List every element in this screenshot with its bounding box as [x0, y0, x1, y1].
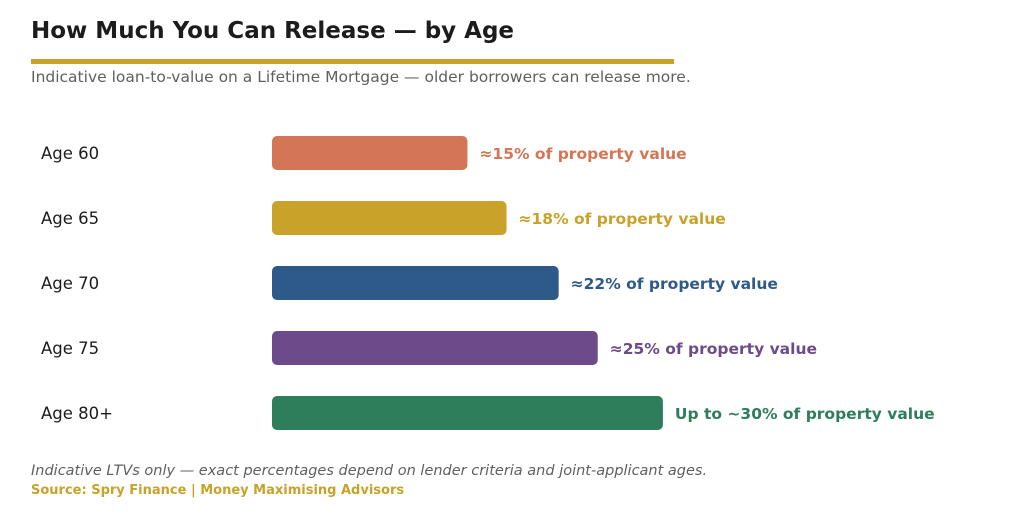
title-underline [31, 59, 674, 64]
value-label: Up to ~30% of property value [675, 405, 935, 423]
category-label: Age 80+ [41, 404, 113, 423]
bar [272, 266, 559, 300]
value-label: ≈18% of property value [519, 210, 726, 228]
category-label: Age 70 [41, 274, 99, 293]
category-label: Age 75 [41, 339, 99, 358]
category-label: Age 65 [41, 209, 99, 228]
value-label: ≈15% of property value [479, 145, 686, 163]
value-label: ≈25% of property value [610, 340, 817, 358]
bar [272, 331, 598, 365]
bar [272, 201, 507, 235]
category-label: Age 60 [41, 144, 99, 163]
source-credit: Source: Spry Finance | Money Maximising … [31, 483, 405, 498]
chart-subtitle: Indicative loan-to-value on a Lifetime M… [31, 68, 691, 86]
chart-title: How Much You Can Release — by Age [31, 18, 515, 44]
value-label: ≈22% of property value [571, 275, 778, 293]
bar [272, 396, 663, 430]
bar [272, 136, 468, 170]
footnote: Indicative LTVs only — exact percentages… [31, 463, 708, 479]
